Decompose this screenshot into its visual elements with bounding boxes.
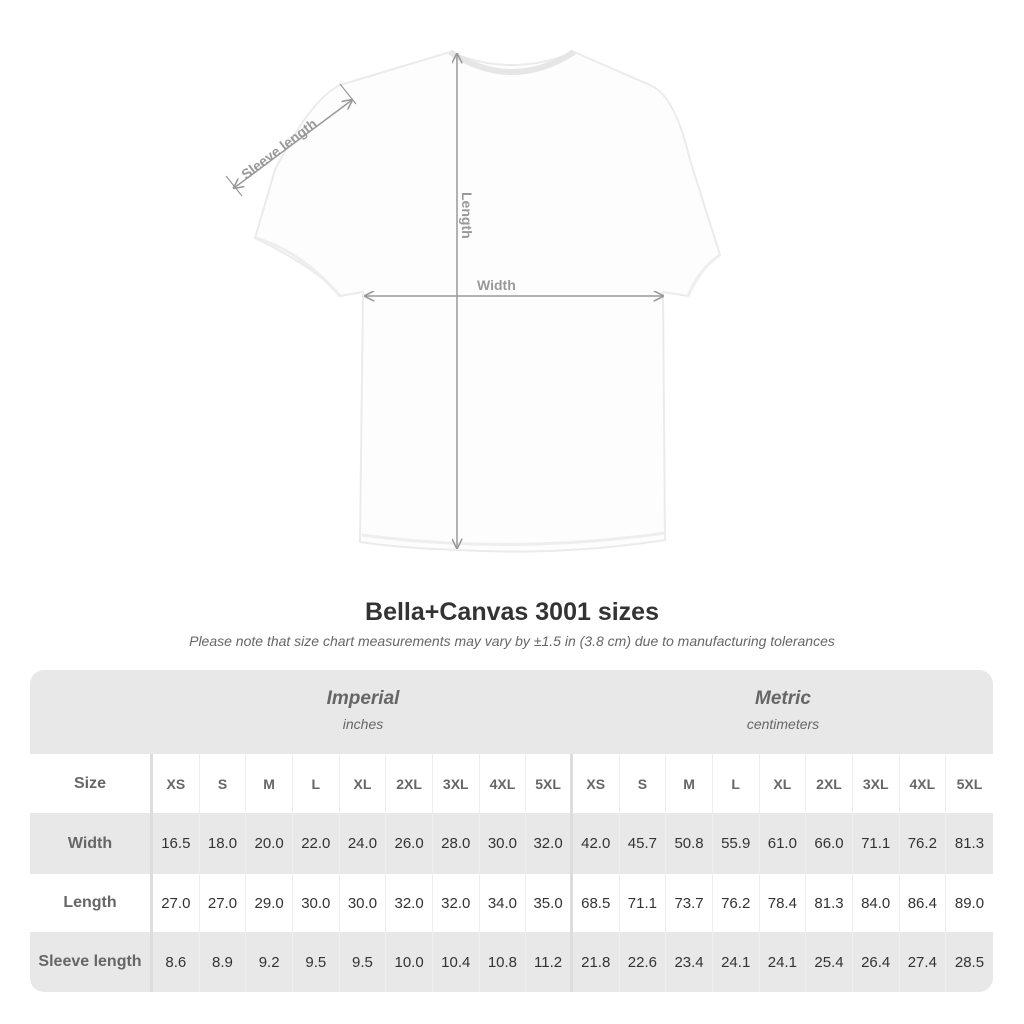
tshirt-shape <box>253 50 722 553</box>
group-name: Imperial <box>326 688 400 709</box>
table-row: Width 16.5 18.0 20.0 22.0 24.0 26.0 28.0 30.0 32.… <box>30 813 993 874</box>
table-cell: 73.7 <box>666 874 713 932</box>
width-label: Width <box>477 277 516 293</box>
table-cell: 32.0 <box>526 813 573 874</box>
page-subtitle: Please note that size chart measurements… <box>189 633 835 649</box>
group-name: Metric <box>755 688 811 709</box>
table-cell: 50.8 <box>666 813 713 874</box>
table-cell: 9.5 <box>293 932 340 992</box>
table-cell: 8.6 <box>153 932 200 992</box>
table-cell: 61.0 <box>760 813 807 874</box>
table-cell: 23.4 <box>666 932 713 992</box>
size-header-cell: 3XL <box>853 754 900 813</box>
table-cell: 30.0 <box>480 813 527 874</box>
table-cell: 25.4 <box>806 932 853 992</box>
table-cell: 18.0 <box>200 813 247 874</box>
tshirt-diagram: Sleeve length Length Width <box>225 49 722 553</box>
table-cell: 10.0 <box>386 932 433 992</box>
size-header-cell: S <box>200 754 247 813</box>
table-cell: 11.2 <box>526 932 573 992</box>
metric-group: Metric centimeters <box>573 670 993 754</box>
length-label: Length <box>459 192 475 239</box>
table-cell: 20.0 <box>246 813 293 874</box>
page-title: Bella+Canvas 3001 sizes <box>365 598 659 626</box>
table-cell: 27.0 <box>153 874 200 932</box>
table-row: Sleeve length 8.6 8.9 9.2 9.5 9.5 10.0 10.4 10.8… <box>30 932 993 992</box>
size-table: Imperial inches Metric centimeters Size X… <box>30 670 993 992</box>
table-cell: 86.4 <box>900 874 947 932</box>
size-header-cell: L <box>713 754 760 813</box>
table-cell: 22.0 <box>293 813 340 874</box>
table-cell: 76.2 <box>900 813 947 874</box>
table-cell: 32.0 <box>433 874 480 932</box>
row-label: Width <box>30 813 153 874</box>
size-header-cell: 5XL <box>526 754 573 813</box>
size-header-cell: XS <box>573 754 620 813</box>
imperial-group: Imperial inches <box>153 670 573 754</box>
size-header-cell: M <box>246 754 293 813</box>
table-cell: 76.2 <box>713 874 760 932</box>
table-cell: 45.7 <box>620 813 667 874</box>
table-cell: 89.0 <box>954 894 985 912</box>
table-cell: 81.3 <box>954 835 985 852</box>
group-unit: inches <box>342 716 384 732</box>
table-cell: 10.4 <box>433 932 480 992</box>
table-cell: 68.5 <box>573 874 620 932</box>
table-cell: 34.0 <box>480 874 527 932</box>
table-cell: 84.0 <box>853 874 900 932</box>
size-header-cell: 2XL <box>386 754 433 813</box>
size-header-cell: L <box>293 754 340 813</box>
table-row: Length 27.0 27.0 29.0 30.0 30.0 32.0 32.0 34.0 35… <box>30 874 993 932</box>
table-cell: 27.0 <box>200 874 247 932</box>
size-header-cell: M <box>666 754 713 813</box>
row-label: Length <box>30 874 153 932</box>
size-header-label: Size <box>30 754 153 813</box>
size-header-cell: 3XL <box>433 754 480 813</box>
table-cell: 22.6 <box>620 932 667 992</box>
table-cell: 78.4 <box>760 874 807 932</box>
table-cell: 10.8 <box>480 932 527 992</box>
table-cell: 16.5 <box>153 813 200 874</box>
table-cell: 42.0 <box>573 813 620 874</box>
size-header-cell: 2XL <box>806 754 853 813</box>
table-cell: 66.0 <box>806 813 853 874</box>
table-cell: 30.0 <box>293 874 340 932</box>
unit-header: Imperial inches Metric centimeters <box>30 670 993 754</box>
table-cell: 27.4 <box>900 932 947 992</box>
table-cell: 28.0 <box>433 813 480 874</box>
sleeve-length-line <box>234 100 352 188</box>
table-cell: 24.1 <box>713 932 760 992</box>
size-header-cell: 4XL <box>480 754 527 813</box>
table-cell: 32.0 <box>386 874 433 932</box>
size-header-cell: S <box>620 754 667 813</box>
table-cell: 9.2 <box>246 932 293 992</box>
size-header-cell: 4XL <box>900 754 947 813</box>
table-cell: 29.0 <box>246 874 293 932</box>
table-cell: 24.1 <box>760 932 807 992</box>
size-row: Size XS S M L XL 2XL 3XL 4XL 5XL XS S M L XL 2XL 3XL 4XL 5… <box>30 754 993 813</box>
size-header-cell: XL <box>760 754 807 813</box>
size-header-cell: XL <box>340 754 387 813</box>
table-cell: 21.8 <box>573 932 620 992</box>
table-cell: 8.9 <box>200 932 247 992</box>
size-header-cell: 5XL <box>956 775 983 792</box>
table-cell: 26.4 <box>853 932 900 992</box>
table-cell: 26.0 <box>386 813 433 874</box>
table-cell: 9.5 <box>340 932 387 992</box>
table-cell: 71.1 <box>853 813 900 874</box>
table-cell: 24.0 <box>340 813 387 874</box>
size-header-cell: XS <box>153 754 200 813</box>
table-cell: 81.3 <box>806 874 853 932</box>
table-cell: 55.9 <box>713 813 760 874</box>
table-cell: 30.0 <box>340 874 387 932</box>
group-unit: centimeters <box>746 716 820 732</box>
row-label: Sleeve length <box>30 932 153 992</box>
table-cell: 28.5 <box>954 953 985 971</box>
table-cell: 71.1 <box>620 874 667 932</box>
table-cell: 35.0 <box>526 874 573 932</box>
